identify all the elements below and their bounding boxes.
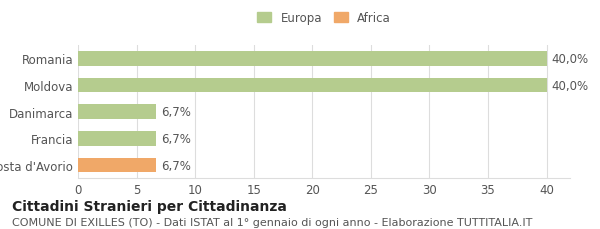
Text: 40,0%: 40,0%: [551, 79, 589, 92]
Text: 40,0%: 40,0%: [551, 53, 589, 65]
Text: COMUNE DI EXILLES (TO) - Dati ISTAT al 1° gennaio di ogni anno - Elaborazione TU: COMUNE DI EXILLES (TO) - Dati ISTAT al 1…: [12, 218, 532, 227]
Bar: [78, 131, 157, 146]
Text: 6,7%: 6,7%: [161, 132, 191, 145]
Text: 6,7%: 6,7%: [161, 106, 191, 119]
Bar: [78, 52, 547, 66]
Bar: [78, 158, 157, 173]
Bar: [78, 78, 547, 93]
Text: 6,7%: 6,7%: [161, 159, 191, 172]
Bar: [78, 105, 157, 120]
Text: Cittadini Stranieri per Cittadinanza: Cittadini Stranieri per Cittadinanza: [12, 199, 287, 213]
Legend: Europa, Africa: Europa, Africa: [257, 12, 391, 25]
